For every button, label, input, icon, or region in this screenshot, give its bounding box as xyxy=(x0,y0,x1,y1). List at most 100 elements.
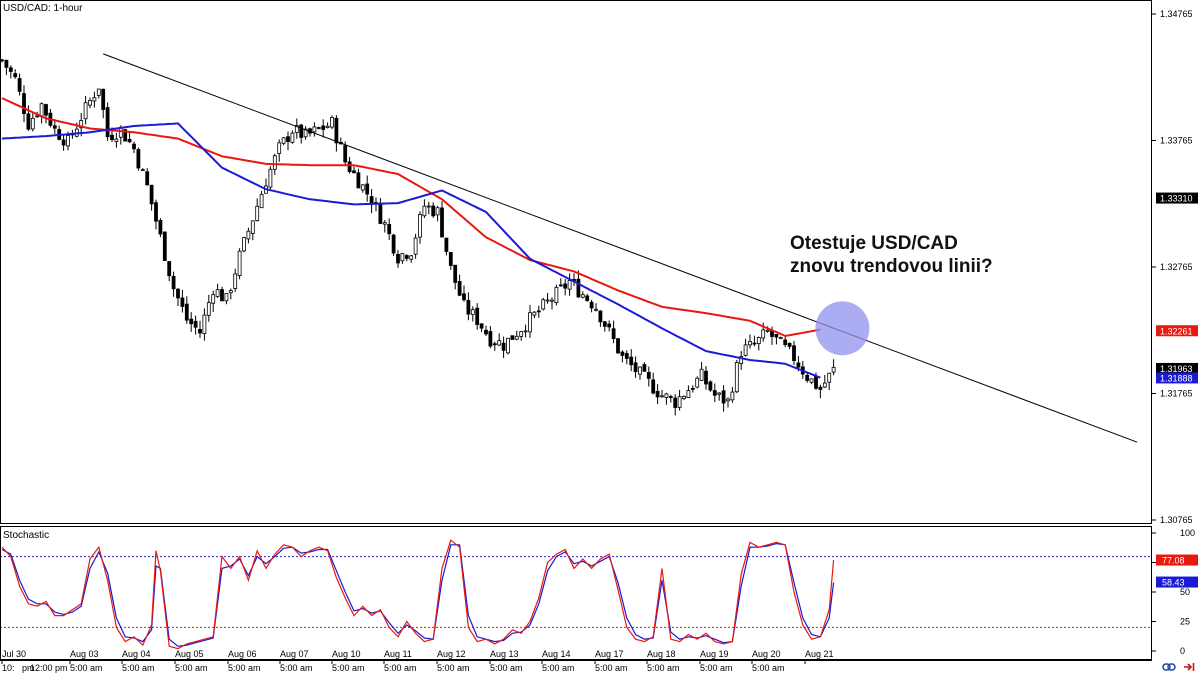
candle-body xyxy=(567,280,572,290)
candle xyxy=(563,279,568,296)
candle-body xyxy=(334,117,339,144)
candle-body xyxy=(162,231,167,261)
candle-body xyxy=(765,329,770,332)
candle-body xyxy=(664,393,669,398)
time-sublabel: 5:00 am xyxy=(752,663,785,673)
candle xyxy=(466,292,471,321)
stoch-tick-label: 50 xyxy=(1180,587,1190,597)
candle xyxy=(215,283,220,298)
candle xyxy=(391,233,396,256)
time-sublabel: 5:00 am xyxy=(542,663,575,673)
candle-body xyxy=(105,107,110,138)
candle xyxy=(514,330,519,341)
price-badge xyxy=(1156,192,1198,204)
time-sublabel: 5:00 am xyxy=(384,663,417,673)
candle-body xyxy=(220,289,224,302)
candle-body xyxy=(774,333,779,338)
candle-body xyxy=(184,303,189,321)
candle-body xyxy=(26,113,31,130)
candle-body xyxy=(110,134,114,141)
candle-body xyxy=(690,387,695,390)
time-sublabel: 5:00 am xyxy=(175,663,208,673)
time-sublabel: 5:00 am xyxy=(647,663,680,673)
candle xyxy=(827,372,832,391)
candle xyxy=(4,59,9,76)
candle xyxy=(149,184,154,211)
candle xyxy=(638,366,642,380)
candle xyxy=(145,168,150,186)
candle xyxy=(457,274,462,297)
candle-body xyxy=(778,337,783,340)
candle-body xyxy=(677,396,682,408)
candle-body xyxy=(448,251,453,266)
candle xyxy=(668,394,673,403)
exit-arrow-icon[interactable] xyxy=(1182,661,1196,673)
candle-body xyxy=(616,338,620,354)
stochastic-series xyxy=(1,539,1151,650)
candle xyxy=(462,285,466,302)
price-badge-label: 1.31963 xyxy=(1160,364,1193,374)
candle xyxy=(378,197,383,225)
link-chain-icon[interactable] xyxy=(1162,661,1176,673)
candle xyxy=(532,311,537,319)
time-tick-label: Aug 19 xyxy=(700,649,729,659)
candle-body xyxy=(629,356,634,366)
candle-body xyxy=(211,294,216,304)
candle xyxy=(255,198,260,222)
candle-body xyxy=(462,293,466,301)
candle-body xyxy=(365,183,370,195)
stochastic-pane-frame xyxy=(0,526,1152,660)
candle xyxy=(180,289,185,313)
candle xyxy=(774,333,779,345)
candle-body xyxy=(145,171,150,186)
candle xyxy=(268,166,273,190)
candle xyxy=(330,115,334,130)
candle xyxy=(202,308,207,341)
candle-body xyxy=(822,382,827,388)
candle-body xyxy=(633,362,638,373)
price-badge xyxy=(1156,325,1198,337)
candle xyxy=(484,325,488,337)
trendline[interactable] xyxy=(103,53,1138,443)
candle xyxy=(580,291,585,299)
time-sublabel: pm xyxy=(22,663,35,673)
candle xyxy=(726,397,730,408)
candle-body xyxy=(281,137,286,144)
candle xyxy=(708,380,713,392)
candle xyxy=(136,147,141,171)
candle-body xyxy=(330,117,334,128)
candle-body xyxy=(739,356,744,364)
candle-body xyxy=(761,329,766,339)
candle xyxy=(321,119,326,138)
candle-body xyxy=(484,329,488,335)
candle-body xyxy=(695,377,700,388)
candle xyxy=(783,335,788,348)
candle xyxy=(140,168,145,172)
candle-body xyxy=(743,344,748,356)
candle xyxy=(624,350,629,365)
candle xyxy=(171,271,176,297)
candle xyxy=(594,303,598,312)
candle xyxy=(325,122,330,129)
candle xyxy=(57,125,62,141)
candle xyxy=(228,288,233,300)
candle-body xyxy=(400,253,405,262)
candle xyxy=(629,349,634,372)
candle-body xyxy=(435,207,440,216)
candle xyxy=(101,88,106,119)
candle-body xyxy=(356,172,361,189)
title-bg xyxy=(1,1,75,14)
candle-body xyxy=(312,126,317,133)
candle xyxy=(448,251,453,270)
candle xyxy=(567,273,572,296)
time-tick-label: Aug 14 xyxy=(542,649,571,659)
candle-body xyxy=(506,337,510,354)
candle xyxy=(488,326,493,349)
candle xyxy=(224,293,229,305)
candle-body xyxy=(88,100,92,106)
candle-body xyxy=(83,102,88,120)
candle-body xyxy=(814,376,818,389)
candle-body xyxy=(316,127,321,129)
candle xyxy=(299,123,304,144)
